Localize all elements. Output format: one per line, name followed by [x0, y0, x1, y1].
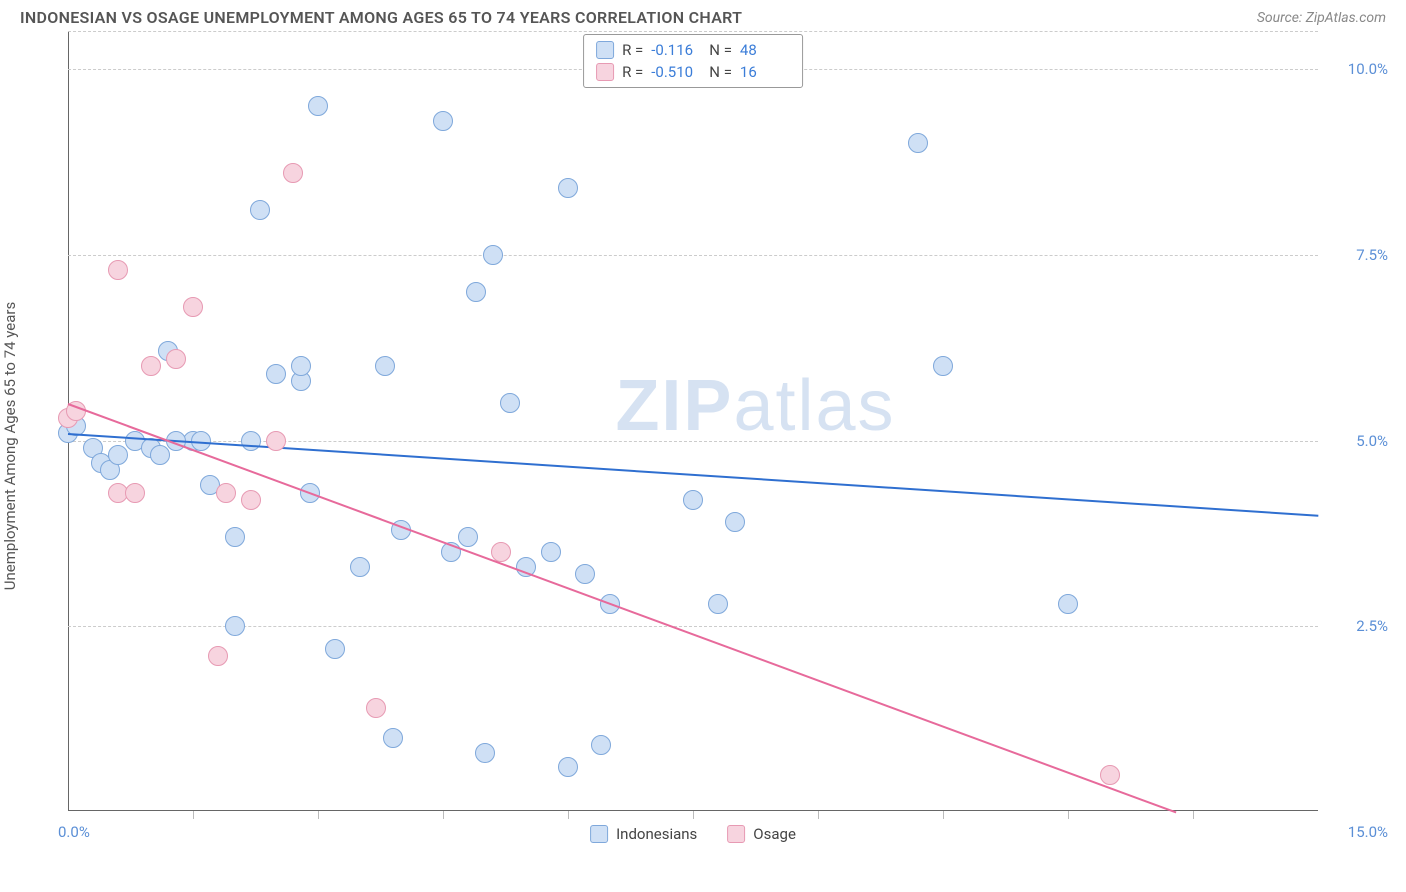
x-tick — [1193, 811, 1194, 819]
data-point — [433, 111, 453, 131]
data-point — [458, 527, 478, 547]
data-point — [266, 431, 286, 451]
swatch-osage — [727, 825, 745, 843]
data-point — [291, 356, 311, 376]
y-tick-label: 10.0% — [1328, 60, 1388, 78]
data-point — [350, 557, 370, 577]
x-tick — [318, 811, 319, 819]
data-point — [375, 356, 395, 376]
data-point — [475, 743, 495, 763]
data-point — [1058, 594, 1078, 614]
data-point — [150, 445, 170, 465]
data-point — [166, 349, 186, 369]
data-point — [241, 431, 261, 451]
data-point — [308, 96, 328, 116]
x-tick — [193, 811, 194, 819]
y-tick-label: 2.5% — [1328, 617, 1388, 635]
data-point — [466, 282, 486, 302]
watermark-light: atlas — [733, 366, 895, 446]
legend-row: R = -0.116 N = 48 — [596, 39, 790, 61]
data-point — [125, 483, 145, 503]
data-point — [225, 527, 245, 547]
swatch-osage — [596, 63, 614, 81]
data-point — [541, 542, 561, 562]
data-point — [558, 757, 578, 777]
source-attribution: Source: ZipAtlas.com — [1257, 10, 1386, 26]
x-tick — [693, 811, 694, 819]
x-axis-max-label: 15.0% — [1348, 823, 1388, 841]
y-tick-label: 5.0% — [1328, 432, 1388, 450]
data-point — [141, 356, 161, 376]
data-point — [225, 616, 245, 636]
x-tick — [568, 811, 569, 819]
legend-series-label: Osage — [753, 825, 796, 843]
trend-line — [68, 403, 1177, 813]
data-point — [250, 200, 270, 220]
x-tick — [1068, 811, 1069, 819]
legend-series-label: Indonesians — [616, 825, 697, 843]
y-axis-label: Unemployment Among Ages 65 to 74 years — [1, 302, 19, 590]
legend-r-value: -0.116 — [651, 41, 701, 59]
legend-r-label: R = — [622, 63, 643, 81]
data-point — [366, 698, 386, 718]
data-point — [1100, 765, 1120, 785]
legend-item: Indonesians — [590, 825, 697, 843]
watermark-bold: ZIP — [615, 366, 733, 446]
data-point — [283, 163, 303, 183]
data-point — [108, 445, 128, 465]
data-point — [325, 639, 345, 659]
series-legend: Indonesians Osage — [590, 825, 796, 843]
legend-n-value: 16 — [740, 63, 790, 81]
y-tick-label: 7.5% — [1328, 246, 1388, 264]
chart-container: Unemployment Among Ages 65 to 74 years Z… — [20, 31, 1398, 861]
data-point — [483, 245, 503, 265]
data-point — [908, 133, 928, 153]
data-point — [266, 364, 286, 384]
plot-area: ZIPatlas R = -0.116 N = 48 R = -0.510 N … — [68, 31, 1318, 811]
x-tick — [943, 811, 944, 819]
gridline — [68, 626, 1318, 627]
x-tick — [443, 811, 444, 819]
data-point — [383, 728, 403, 748]
data-point — [708, 594, 728, 614]
chart-title: INDONESIAN VS OSAGE UNEMPLOYMENT AMONG A… — [20, 8, 742, 27]
data-point — [558, 178, 578, 198]
correlation-legend: R = -0.116 N = 48 R = -0.510 N = 16 — [583, 34, 803, 88]
watermark: ZIPatlas — [615, 365, 895, 447]
swatch-indonesians — [596, 41, 614, 59]
legend-n-value: 48 — [740, 41, 790, 59]
data-point — [500, 393, 520, 413]
data-point — [108, 260, 128, 280]
swatch-indonesians — [590, 825, 608, 843]
x-tick — [818, 811, 819, 819]
legend-row: R = -0.510 N = 16 — [596, 61, 790, 83]
gridline — [68, 255, 1318, 256]
data-point — [575, 564, 595, 584]
data-point — [683, 490, 703, 510]
data-point — [241, 490, 261, 510]
data-point — [216, 483, 236, 503]
legend-r-label: R = — [622, 41, 643, 59]
data-point — [933, 356, 953, 376]
legend-n-label: N = — [709, 63, 732, 81]
data-point — [208, 646, 228, 666]
data-point — [183, 297, 203, 317]
data-point — [491, 542, 511, 562]
data-point — [725, 512, 745, 532]
legend-r-value: -0.510 — [651, 63, 701, 81]
legend-item: Osage — [727, 825, 796, 843]
x-axis-min-label: 0.0% — [58, 823, 90, 841]
legend-n-label: N = — [709, 41, 732, 59]
data-point — [591, 735, 611, 755]
